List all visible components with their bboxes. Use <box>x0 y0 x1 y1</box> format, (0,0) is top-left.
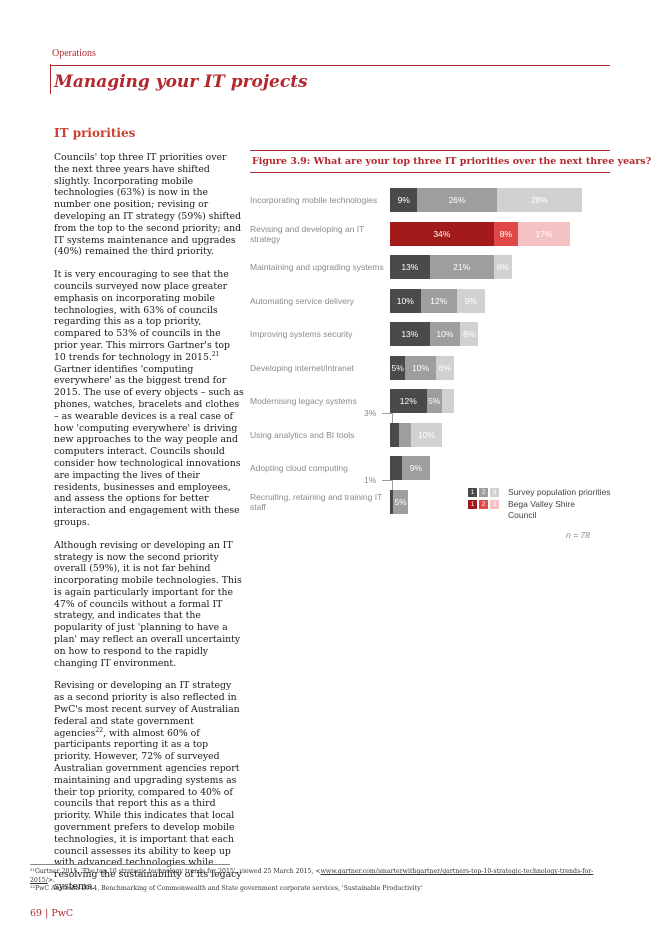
legend-entry: 1 2 3 Survey population priorities <box>468 487 618 499</box>
bar-segment-modernising-legacy-systems-priority-3 <box>441 389 455 413</box>
body-text: Councils' top three IT priorities over t… <box>54 152 244 904</box>
category-label-incorporating-mobile-technologies: Incorporating mobile technologies <box>250 195 378 205</box>
paragraph-4: Revising or developing an IT strategy as… <box>54 680 242 893</box>
page-footer: 69 | PwC <box>30 908 74 919</box>
bar-segment-revising-and-developing-an-it-strategy-priority-3: 17% <box>518 221 570 246</box>
section-label: Operations <box>52 48 96 59</box>
callout-label: 3% <box>364 407 377 418</box>
bar-segment-improving-systems-security-priority-2: 10% <box>429 322 461 346</box>
bar-segment-maintaining-and-upgrading-systems-priority-1: 13% <box>390 255 430 279</box>
figure-top-rule <box>250 150 610 151</box>
top-rule <box>50 65 610 66</box>
legend-swatch: 1 <box>468 488 477 497</box>
paragraph-1: Councils' top three IT priorities over t… <box>54 152 242 258</box>
category-label-recruiting-retaining-and-training-it-staff: Recruiting, retaining and training IT st… <box>250 491 383 512</box>
callout-line <box>382 412 392 414</box>
bar-segment-modernising-legacy-systems-priority-2: 5% <box>426 389 442 413</box>
legend-swatch: 2 <box>479 500 488 509</box>
footnote-21-link[interactable]: www.gartner.com/smarterwithgartner/gartn… <box>30 868 594 884</box>
bar-segment-developing-internet-intranet-priority-2: 10% <box>405 355 436 380</box>
priorities-chart: 1 2 3 Survey population priorities 1 2 3 Bega V… <box>250 180 612 540</box>
legend-swatch: 1 <box>468 500 477 509</box>
bar-segment-revising-and-developing-an-it-strategy-priority-1: 34% <box>390 221 494 246</box>
legend-swatch: 2 <box>479 488 488 497</box>
category-label-revising-and-developing-an-it-strategy: Revising and developing an IT strategy <box>250 223 365 244</box>
chart-legend: 1 2 3 Survey population priorities 1 2 3 Bega V… <box>468 487 618 520</box>
paragraph-3: Although revising or developing an IT st… <box>54 539 242 669</box>
footnotes: ²¹Gartner 2015, 'The top 10 strategic te… <box>30 868 610 894</box>
footnote-ref-21[interactable]: 21 <box>211 350 220 358</box>
paragraph-2: It is very encouraging to see that the c… <box>54 269 244 528</box>
legend-swatch: 3 <box>490 500 499 509</box>
top-rule-vertical <box>50 64 51 94</box>
legend-label: Survey population priorities <box>508 487 611 497</box>
bar-segment-modernising-legacy-systems-priority-1: 12% <box>390 389 427 413</box>
figure-title: Figure 3.9: What are your top three IT p… <box>252 156 652 167</box>
bar-segment-adopting-cloud-computing-priority-2: 9% <box>402 456 430 480</box>
bar-segment-developing-internet-intranet-priority-1: 5% <box>390 355 406 380</box>
footnote-ref-22[interactable]: 22 <box>95 726 104 734</box>
legend-label: Bega Valley Shire <box>508 499 575 509</box>
sample-size-label: n = 78 <box>566 530 590 540</box>
footnote-22: ²²PwC Australia 2014, Benchmarking of Co… <box>30 885 423 892</box>
bar-segment-maintaining-and-upgrading-systems-priority-3: 6% <box>493 255 512 279</box>
callout-label: 1% <box>364 474 377 485</box>
category-label-maintaining-and-upgrading-systems: Maintaining and upgrading systems <box>250 262 384 272</box>
footnote-rule <box>30 864 230 865</box>
bar-segment-improving-systems-security-priority-1: 13% <box>390 322 430 346</box>
category-label-improving-systems-security: Improving systems security <box>250 329 353 339</box>
callout-line <box>392 479 393 490</box>
bar-segment-recruiting-retaining-and-training-it-staff-priority-1 <box>390 489 394 514</box>
bar-segment-improving-systems-security-priority-3: 6% <box>460 322 479 346</box>
page-title: Managing your IT projects <box>54 72 308 92</box>
callout-line <box>382 479 392 481</box>
bar-segment-incorporating-mobile-technologies-priority-3: 28% <box>496 188 583 212</box>
bar-segment-automating-service-delivery-priority-2: 12% <box>420 288 458 313</box>
bar-segment-maintaining-and-upgrading-systems-priority-2: 21% <box>429 255 494 279</box>
legend-label-continued: Council <box>508 510 537 520</box>
bar-segment-using-analytics-and-bi-tools-priority-3: 10% <box>411 422 442 447</box>
bar-segment-using-analytics-and-bi-tools-priority-1 <box>390 422 400 447</box>
bar-segment-recruiting-retaining-and-training-it-staff-priority-2: 5% <box>393 489 409 514</box>
bar-segment-using-analytics-and-bi-tools-priority-2 <box>399 422 412 447</box>
category-label-modernising-legacy-systems: Modernising legacy systems <box>250 396 357 406</box>
bar-segment-automating-service-delivery-priority-1: 10% <box>390 288 421 313</box>
category-label-developing-internet-intranet: Developing internet/intranet <box>250 362 354 373</box>
category-label-automating-service-delivery: Automating service delivery <box>250 295 354 306</box>
category-label-adopting-cloud-computing: Adopting cloud computing <box>250 463 348 473</box>
category-label-using-analytics-and-bi-tools: Using analytics and BI tools <box>250 429 355 440</box>
bar-segment-automating-service-delivery-priority-3: 9% <box>457 288 485 313</box>
callout-line <box>392 412 393 423</box>
bar-segment-developing-internet-intranet-priority-3: 6% <box>435 355 455 380</box>
bar-segment-incorporating-mobile-technologies-priority-1: 9% <box>390 188 418 212</box>
legend-entry: 1 2 3 Bega Valley Shire Council <box>468 499 618 520</box>
bar-segment-revising-and-developing-an-it-strategy-priority-2: 8% <box>493 221 519 246</box>
bar-segment-incorporating-mobile-technologies-priority-2: 26% <box>417 188 497 212</box>
footnote-21: ²¹Gartner 2015, 'The top 10 strategic te… <box>30 868 594 884</box>
figure-title-rule <box>250 172 610 173</box>
bar-segment-adopting-cloud-computing-priority-1 <box>390 456 403 480</box>
legend-swatch: 3 <box>490 488 499 497</box>
subheading: IT priorities <box>54 126 136 140</box>
